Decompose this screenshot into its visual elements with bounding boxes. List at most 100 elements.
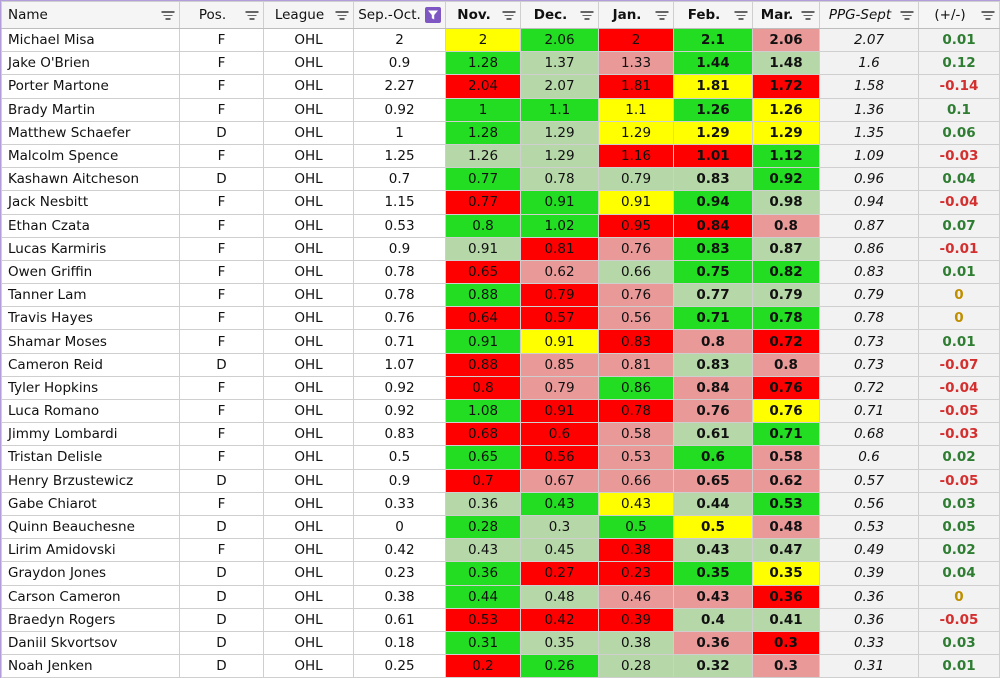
position-cell[interactable]: F [179,143,264,169]
league-cell[interactable]: OHL [263,398,354,424]
sep-oct-cell[interactable]: 0.42 [353,538,446,563]
plus-minus-cell[interactable]: 0.01 [918,259,1000,285]
league-cell[interactable]: OHL [263,491,354,516]
jan-cell[interactable]: 1.1 [598,97,674,122]
nov-cell[interactable]: 0.64 [445,306,521,331]
plus-minus-cell[interactable]: -0.05 [918,468,1000,493]
jan-cell[interactable]: 0.53 [598,445,674,470]
filter-icon[interactable] [580,9,594,21]
ppg-sept-cell[interactable]: 1.09 [819,143,919,169]
sep-oct-cell[interactable]: 0.92 [353,398,446,424]
nov-cell[interactable]: 0.65 [445,445,521,470]
jan-cell[interactable]: 0.38 [598,538,674,563]
dec-cell[interactable]: 0.78 [520,167,599,192]
league-cell[interactable]: OHL [263,514,354,540]
nov-cell[interactable]: 0.8 [445,375,521,401]
jan-cell[interactable]: 0.86 [598,375,674,401]
ppg-sept-cell[interactable]: 0.33 [819,630,919,656]
player-name-cell[interactable]: Cameron Reid [1,352,180,377]
player-name-cell[interactable]: Quinn Beauchesne [1,514,180,540]
position-cell[interactable]: F [179,259,264,285]
plus-minus-cell[interactable]: 0.05 [918,514,1000,540]
plus-minus-cell[interactable]: -0.03 [918,422,1000,447]
sep-oct-cell[interactable]: 0.78 [353,259,446,285]
feb-cell[interactable]: 1.29 [673,120,753,145]
mar-cell[interactable]: 0.82 [752,259,820,285]
feb-cell[interactable]: 0.83 [673,167,753,192]
plus-minus-cell[interactable]: -0.14 [918,74,1000,99]
position-cell[interactable]: D [179,654,264,678]
nov-cell[interactable]: 0.77 [445,167,521,192]
player-name-cell[interactable]: Tanner Lam [1,283,180,308]
feb-cell[interactable]: 1.01 [673,143,753,169]
mar-cell[interactable]: 1.48 [752,51,820,76]
league-cell[interactable]: OHL [263,143,354,169]
column-header-nov[interactable]: Nov. [445,1,521,29]
dec-cell[interactable]: 0.85 [520,352,599,377]
mar-cell[interactable]: 1.29 [752,120,820,145]
dec-cell[interactable]: 0.81 [520,236,599,261]
feb-cell[interactable]: 1.26 [673,97,753,122]
feb-cell[interactable]: 0.4 [673,607,753,632]
column-header-league[interactable]: League [263,1,354,29]
league-cell[interactable]: OHL [263,654,354,678]
dec-cell[interactable]: 0.3 [520,514,599,540]
ppg-sept-cell[interactable]: 0.72 [819,375,919,401]
jan-cell[interactable]: 0.79 [598,167,674,192]
league-cell[interactable]: OHL [263,167,354,192]
nov-cell[interactable]: 2 [445,27,521,53]
mar-cell[interactable]: 0.53 [752,491,820,516]
dec-cell[interactable]: 0.79 [520,375,599,401]
feb-cell[interactable]: 0.43 [673,584,753,609]
position-cell[interactable]: F [179,213,264,238]
ppg-sept-cell[interactable]: 1.6 [819,51,919,76]
mar-cell[interactable]: 0.92 [752,167,820,192]
sep-oct-cell[interactable]: 0 [353,514,446,540]
jan-cell[interactable]: 0.43 [598,491,674,516]
dec-cell[interactable]: 1.29 [520,120,599,145]
nov-cell[interactable]: 0.36 [445,491,521,516]
plus-minus-cell[interactable]: 0.04 [918,167,1000,192]
ppg-sept-cell[interactable]: 0.36 [819,584,919,609]
jan-cell[interactable]: 0.78 [598,398,674,424]
position-cell[interactable]: D [179,584,264,609]
plus-minus-cell[interactable]: 0.03 [918,491,1000,516]
ppg-sept-cell[interactable]: 0.73 [819,329,919,354]
nov-cell[interactable]: 0.68 [445,422,521,447]
league-cell[interactable]: OHL [263,607,354,632]
sep-oct-cell[interactable]: 2.27 [353,74,446,99]
mar-cell[interactable]: 0.79 [752,283,820,308]
feb-cell[interactable]: 1.81 [673,74,753,99]
plus-minus-cell[interactable]: 0 [918,584,1000,609]
league-cell[interactable]: OHL [263,236,354,261]
ppg-sept-cell[interactable]: 2.07 [819,27,919,53]
league-cell[interactable]: OHL [263,74,354,99]
sep-oct-cell[interactable]: 0.5 [353,445,446,470]
player-name-cell[interactable]: Carson Cameron [1,584,180,609]
position-cell[interactable]: D [179,630,264,656]
nov-cell[interactable]: 0.88 [445,352,521,377]
mar-cell[interactable]: 0.35 [752,561,820,586]
feb-cell[interactable]: 1.44 [673,51,753,76]
league-cell[interactable]: OHL [263,213,354,238]
player-name-cell[interactable]: Ethan Czata [1,213,180,238]
nov-cell[interactable]: 0.7 [445,468,521,493]
column-header-mar[interactable]: Mar. [752,1,820,29]
player-name-cell[interactable]: Braedyn Rogers [1,607,180,632]
dec-cell[interactable]: 1.29 [520,143,599,169]
sep-oct-cell[interactable]: 0.92 [353,97,446,122]
jan-cell[interactable]: 1.81 [598,74,674,99]
player-name-cell[interactable]: Shamar Moses [1,329,180,354]
league-cell[interactable]: OHL [263,584,354,609]
league-cell[interactable]: OHL [263,259,354,285]
ppg-sept-cell[interactable]: 0.94 [819,190,919,215]
jan-cell[interactable]: 0.58 [598,422,674,447]
column-header-sep-oct[interactable]: Sep.-Oct. [353,1,446,29]
feb-cell[interactable]: 0.65 [673,468,753,493]
nov-cell[interactable]: 0.36 [445,561,521,586]
filter-icon[interactable] [900,9,914,21]
feb-cell[interactable]: 0.76 [673,398,753,424]
plus-minus-cell[interactable]: 0.02 [918,445,1000,470]
feb-cell[interactable]: 0.71 [673,306,753,331]
sep-oct-cell[interactable]: 1.25 [353,143,446,169]
